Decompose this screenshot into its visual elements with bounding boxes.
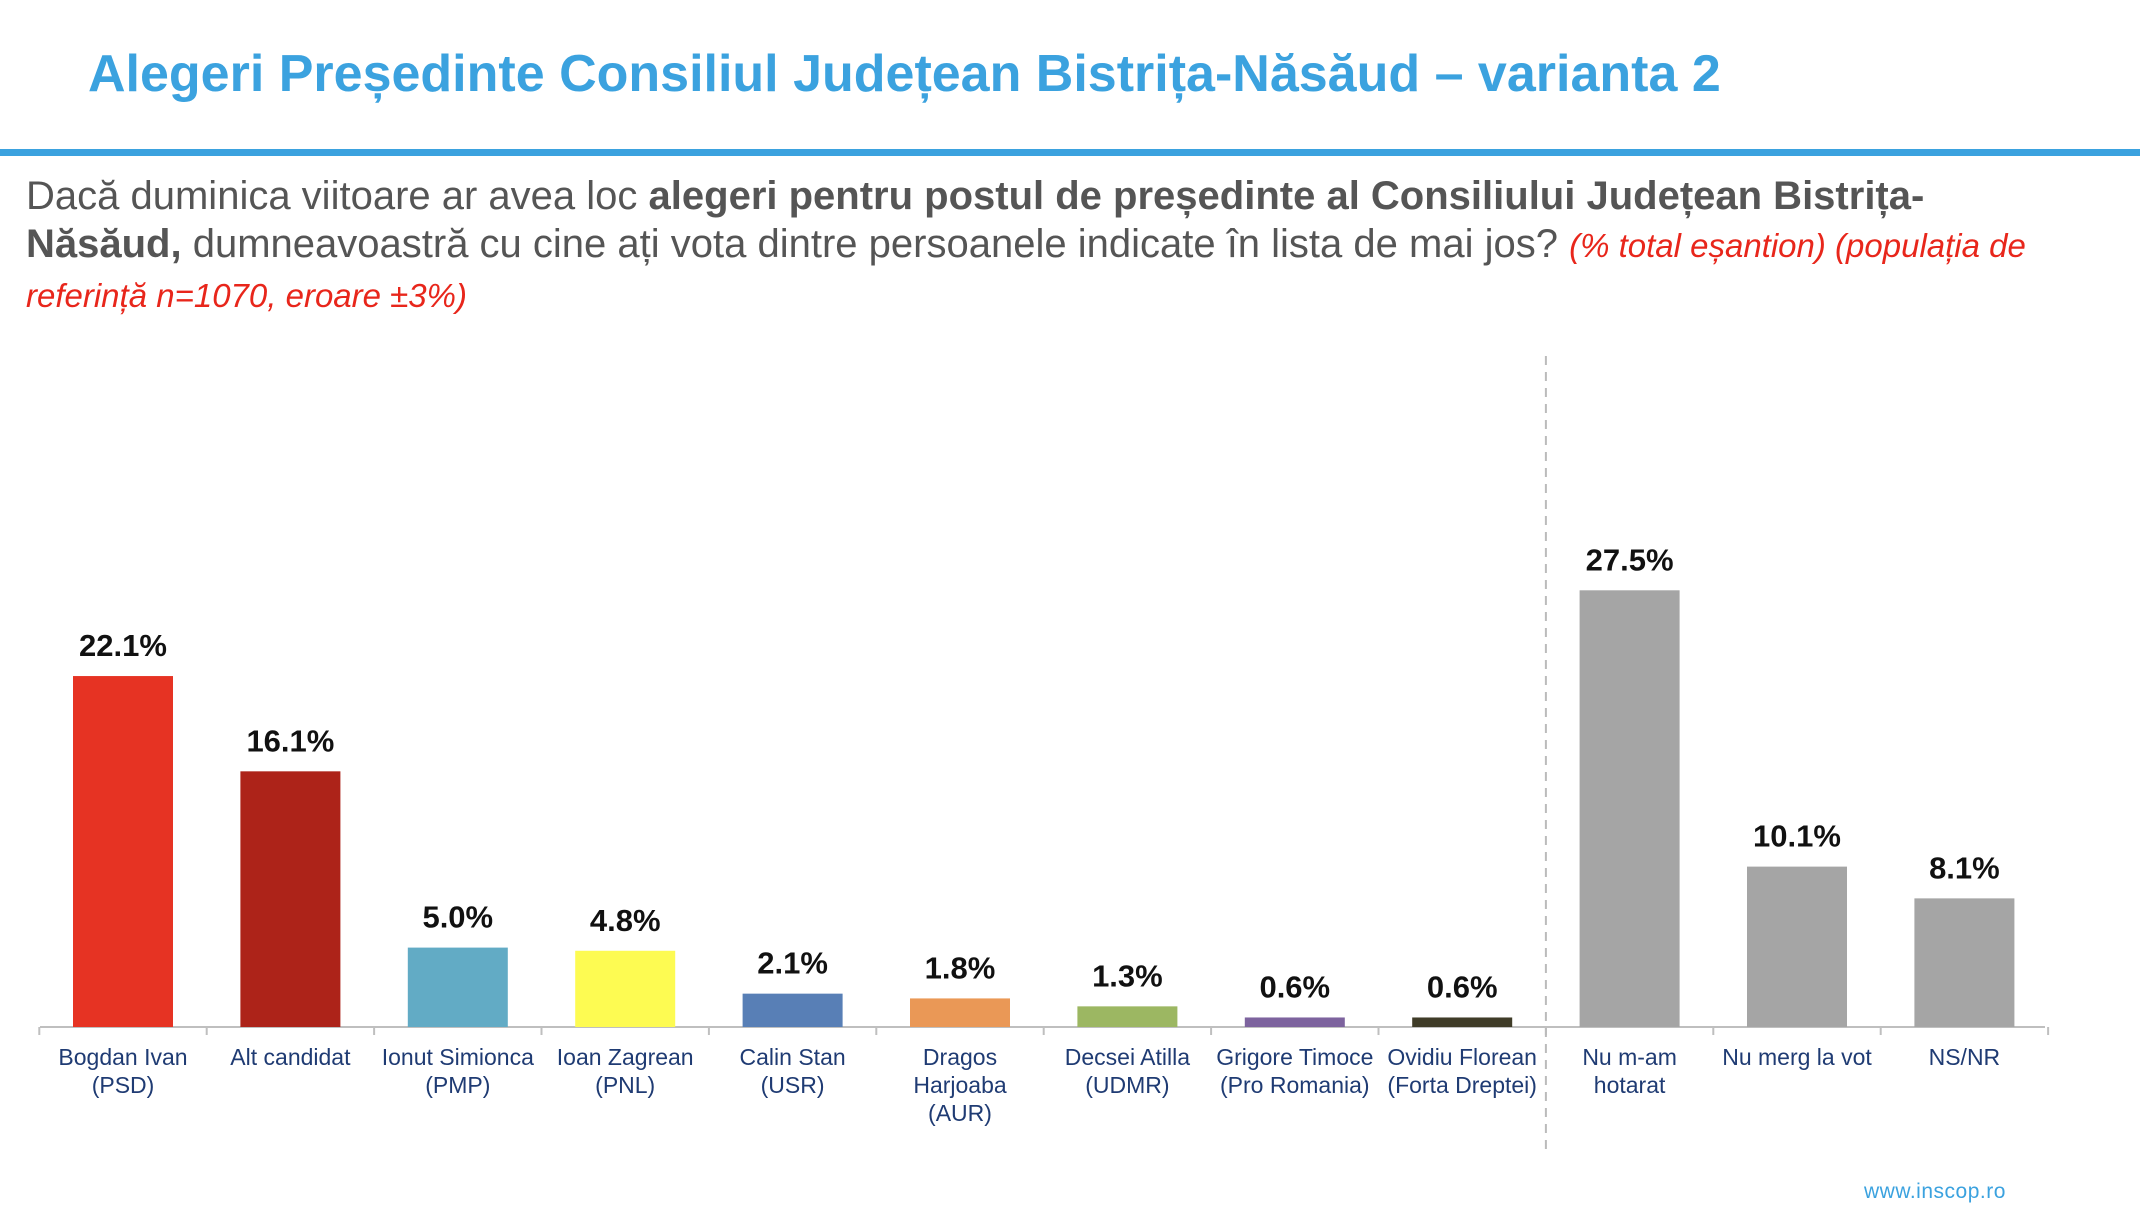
bar [910,998,1010,1027]
category-label-line: Ioan Zagrean [557,1044,694,1070]
question-bold: alegeri pentru postul de președinte al C… [26,174,1925,266]
footer-url[interactable]: www.inscop.ro [1864,1180,2006,1203]
category-label: Ovidiu Florean (Forta Dreptei) [1387,1044,1537,1098]
data-label: 4.8% [590,903,661,938]
data-label: 8.1% [1929,850,2000,885]
category-label: Nu m-am hotarat [1582,1044,1677,1098]
category-label-line: (UDMR) [1085,1072,1169,1098]
bar [742,993,843,1027]
category-label: Calin Stan (USR) [740,1044,846,1098]
category-label-line: (PSD) [92,1072,155,1098]
category-label: Ioan Zagrean (PNL) [557,1044,694,1098]
category-label-line: Nu m-am [1582,1044,1677,1070]
bar [1747,866,1847,1027]
category-label-line: Calin Stan [740,1044,846,1070]
data-label: 0.6% [1427,969,1498,1004]
bar [1412,1017,1513,1027]
category-label: Alt candidat [230,1044,351,1070]
data-label: 0.6% [1259,969,1330,1004]
category-label-line: (Forta Dreptei) [1387,1072,1537,1098]
bar-chart: 22.1% Bogdan Ivan (PSD) 16.1% Alt candidat 5.… [38,356,2050,1155]
category-label-line: Bogdan Ivan [58,1044,187,1070]
data-label: 1.3% [1092,958,1163,993]
category-label-line: (PMP) [425,1072,490,1098]
data-label: 10.1% [1753,819,1841,854]
category-label-line: Grigore Timoce [1216,1044,1373,1070]
sample-note: (% total eșantion) (populația de referin… [26,227,2026,314]
category-label: Dragos Harjoaba (AUR) [913,1044,1007,1126]
bar [1244,1017,1345,1027]
question-rest: dumneavoastră cu cine ați vota dintre pe… [181,222,1570,266]
bar [1077,1006,1178,1027]
title-divider [0,149,2140,156]
category-label-line: Ovidiu Florean [1387,1044,1537,1070]
bar [575,950,676,1027]
data-label: 2.1% [757,946,828,981]
category-label-line: (PNL) [595,1072,655,1098]
category-label-line: (USR) [761,1072,825,1098]
category-label-line: Harjoaba [913,1072,1007,1098]
page-title: Alegeri Președinte Consiliul Județean Bi… [88,45,1721,103]
question-intro: Dacă duminica viitoare ar avea loc [26,174,649,218]
bar [240,771,341,1027]
data-label: 27.5% [1586,542,1674,577]
category-label-line: Decsei Atilla [1065,1044,1190,1070]
category-label: Ionut Simionca (PMP) [382,1044,534,1098]
survey-question: Dacă duminica viitoare ar avea loc alege… [26,172,2026,320]
data-label: 1.8% [925,950,996,985]
bar [407,947,508,1027]
data-label: 22.1% [79,628,167,663]
category-label: NS/NR [1929,1044,2001,1070]
category-label-line: (Pro Romania) [1220,1072,1370,1098]
data-label: 5.0% [422,900,493,935]
category-label-line: Alt candidat [230,1044,351,1070]
bar [73,676,173,1027]
data-label: 16.1% [246,723,334,758]
category-label-line: (AUR) [928,1100,992,1126]
category-label: Decsei Atilla (UDMR) [1065,1044,1190,1098]
category-label-line: Nu merg la vot [1722,1044,1872,1070]
category-label: Bogdan Ivan (PSD) [58,1044,187,1098]
bar [1579,590,1680,1027]
bar [1914,898,2015,1027]
category-label: Nu merg la vot [1722,1044,1872,1070]
category-label: Grigore Timoce (Pro Romania) [1216,1044,1373,1098]
category-label-line: hotarat [1594,1072,1666,1098]
category-label-line: Dragos [923,1044,997,1070]
category-label-line: Ionut Simionca [382,1044,534,1070]
category-label-line: NS/NR [1929,1044,2001,1070]
